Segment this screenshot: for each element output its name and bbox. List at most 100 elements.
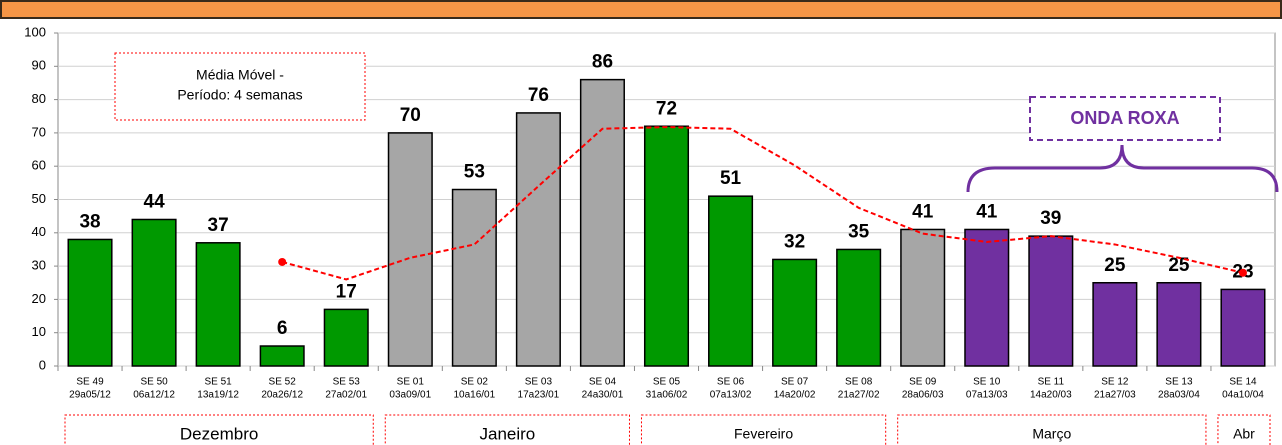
data-label: 37 <box>208 215 229 236</box>
month-box <box>64 414 374 445</box>
y-tick-label: 50 <box>32 191 46 206</box>
x-tick-label: 04a10/04 <box>1222 390 1264 401</box>
data-label: 17 <box>336 281 357 302</box>
annotation: Período: 4 semanas <box>177 87 302 103</box>
x-tick-label: 29a05/12 <box>69 390 111 401</box>
x-tick-label: SE 13 <box>1165 377 1193 388</box>
x-tick-label: SE 14 <box>1229 377 1257 388</box>
x-tick-label: 07a13/02 <box>710 390 752 401</box>
month-label: Janeiro <box>479 424 535 443</box>
x-tick-label: SE 10 <box>973 377 1001 388</box>
bar <box>579 78 625 367</box>
month-box <box>897 414 1207 445</box>
moving-average-dot <box>1238 268 1247 277</box>
x-tick-label: 31a06/02 <box>646 390 688 401</box>
x-tick-label: 07a13/03 <box>966 390 1008 401</box>
data-label: 72 <box>656 98 677 119</box>
data-label: 35 <box>848 221 870 242</box>
x-tick-label: SE 08 <box>845 377 873 388</box>
x-tick-label: SE 12 <box>1101 377 1129 388</box>
data-label: 25 <box>1104 255 1126 276</box>
data-label: 53 <box>464 162 485 183</box>
y-tick-label: 20 <box>32 291 46 306</box>
bar <box>515 112 561 367</box>
data-label: 86 <box>592 52 613 73</box>
bar <box>708 195 754 367</box>
month-label: Dezembro <box>180 424 258 443</box>
bar <box>1156 282 1202 367</box>
wave-box <box>1029 96 1221 141</box>
brace <box>966 144 1279 193</box>
data-label: 6 <box>277 318 288 339</box>
data-label: 76 <box>528 85 549 106</box>
data-label: 70 <box>400 105 421 126</box>
y-tick-label: 80 <box>32 91 46 106</box>
bar <box>67 238 113 367</box>
x-tick-label: SE 53 <box>333 377 361 388</box>
data-label: 39 <box>1040 208 1061 229</box>
month-box <box>640 414 887 445</box>
bar <box>1220 288 1266 367</box>
bar <box>195 242 241 367</box>
x-tick-label: 14a20/03 <box>1030 390 1072 401</box>
x-tick-label: 10a16/01 <box>453 390 495 401</box>
x-tick-label: 13a19/12 <box>197 390 239 401</box>
x-tick-label: 21a27/02 <box>838 390 880 401</box>
x-tick-label: 20a26/12 <box>261 390 303 401</box>
y-tick-label: 60 <box>32 158 46 173</box>
bar <box>836 248 882 367</box>
x-tick-label: 17a23/01 <box>518 390 560 401</box>
header-bar <box>0 0 1282 19</box>
annotation: ONDA ROXA <box>1070 108 1179 128</box>
bar <box>323 308 369 367</box>
bar <box>772 258 818 367</box>
data-label: 41 <box>976 201 998 222</box>
bar <box>451 188 497 367</box>
bar <box>387 132 433 367</box>
data-label: 51 <box>720 168 742 189</box>
bar <box>131 218 177 367</box>
x-tick-label: 28a06/03 <box>902 390 944 401</box>
x-tick-label: 06a12/12 <box>133 390 175 401</box>
x-tick-label: SE 01 <box>397 377 425 388</box>
annotation: Média Móvel - <box>196 67 284 83</box>
x-tick-label: SE 49 <box>76 377 104 388</box>
annotation-box <box>114 52 366 121</box>
month-label: Março <box>1032 426 1071 442</box>
data-label: 44 <box>144 191 166 212</box>
x-tick-label: SE 07 <box>781 377 809 388</box>
bar <box>1028 235 1074 367</box>
x-tick-label: SE 50 <box>140 377 168 388</box>
x-tick-label: 14a20/02 <box>774 390 816 401</box>
x-tick-label: SE 02 <box>461 377 489 388</box>
month-box <box>384 414 630 445</box>
y-tick-label: 0 <box>39 357 46 372</box>
data-label: 41 <box>912 201 934 222</box>
y-tick-label: 100 <box>24 24 46 39</box>
y-tick-label: 70 <box>32 124 46 139</box>
x-tick-label: 21a27/03 <box>1094 390 1136 401</box>
moving-average-dot <box>278 257 287 266</box>
x-tick-label: 28a03/04 <box>1158 390 1200 401</box>
x-tick-label: SE 09 <box>909 377 937 388</box>
data-label: 32 <box>784 231 805 252</box>
bar <box>900 228 946 367</box>
x-tick-label: SE 51 <box>205 377 233 388</box>
month-box <box>1217 414 1271 445</box>
x-tick-label: 03a09/01 <box>389 390 431 401</box>
moving-average-line <box>281 126 1244 281</box>
y-tick-label: 90 <box>32 58 46 73</box>
x-tick-label: SE 06 <box>717 377 745 388</box>
bar <box>643 125 690 367</box>
x-tick-label: SE 11 <box>1038 377 1065 388</box>
bar <box>259 345 305 367</box>
y-tick-label: 30 <box>32 258 46 273</box>
x-tick-label: SE 52 <box>269 377 297 388</box>
x-tick-label: SE 03 <box>525 377 553 388</box>
x-tick-label: 24a30/01 <box>582 390 624 401</box>
x-tick-label: 27a02/01 <box>325 390 367 401</box>
x-tick-label: SE 04 <box>589 377 617 388</box>
x-tick-label: SE 05 <box>653 377 681 388</box>
bar <box>1092 282 1138 367</box>
